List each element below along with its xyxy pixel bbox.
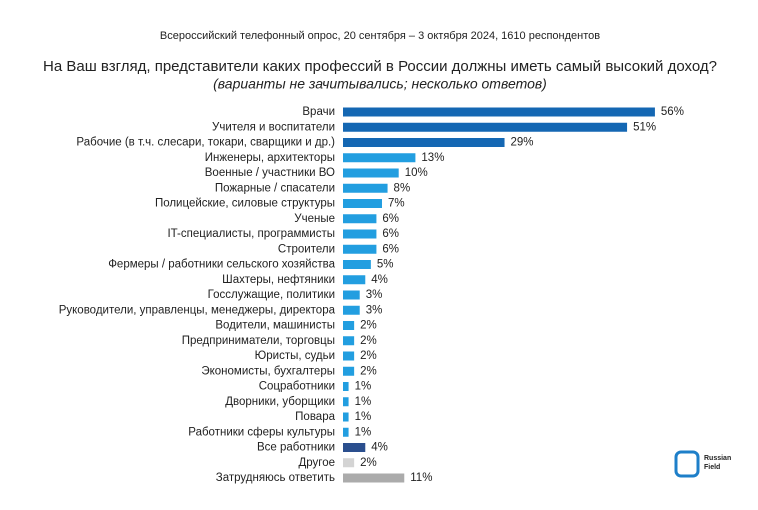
bar	[343, 427, 349, 437]
bar	[343, 153, 416, 163]
chart-subtitle: (варианты не зачитывались; несколько отв…	[213, 76, 547, 92]
value-label: 8%	[394, 182, 411, 194]
category-label: Фермеры / работники сельского хозяйства	[108, 259, 335, 271]
bar	[343, 366, 355, 376]
logo: Russian Field	[674, 450, 731, 478]
category-label: Ученые	[294, 213, 335, 225]
bar	[343, 214, 377, 224]
value-label: 11%	[410, 472, 432, 484]
category-label: Работники сферы культуры	[188, 426, 335, 438]
category-label: Строители	[278, 243, 335, 255]
category-label: Шахтеры, нефтяники	[222, 274, 335, 286]
bar	[343, 107, 655, 117]
value-label: 4%	[371, 442, 388, 454]
bar	[343, 290, 360, 300]
bar	[343, 168, 399, 178]
bar	[343, 122, 628, 132]
value-label: 1%	[355, 381, 372, 393]
category-label: Пожарные / спасатели	[215, 182, 335, 194]
category-label: Затрудняюсь ответить	[216, 472, 335, 484]
value-label: 3%	[366, 289, 383, 301]
value-label: 6%	[382, 243, 399, 255]
bar	[343, 199, 382, 208]
category-label: Повара	[295, 411, 335, 423]
category-label: Водители, машинисты	[215, 320, 335, 332]
value-label: 1%	[355, 426, 372, 438]
category-label: Экономисты, бухгалтеры	[201, 365, 335, 377]
logo-icon	[674, 450, 700, 478]
bar	[343, 138, 505, 147]
bar	[343, 351, 355, 361]
value-label: 2%	[360, 320, 377, 332]
bar	[343, 473, 405, 483]
category-label: Руководители, управленцы, менеджеры, дир…	[59, 304, 336, 316]
value-label: 13%	[421, 152, 444, 164]
bar	[343, 244, 377, 254]
value-label: 7%	[388, 198, 405, 210]
bar	[343, 336, 355, 346]
value-label: 1%	[355, 411, 372, 423]
bar	[343, 443, 366, 452]
bar	[343, 321, 355, 330]
category-label: Рабочие (в т.ч. слесари, токари, сварщик…	[76, 137, 335, 149]
value-label: 5%	[377, 259, 394, 271]
category-label: Учителя и воспитатели	[212, 121, 335, 133]
logo-text: Field	[704, 464, 720, 471]
bar	[343, 260, 371, 269]
category-label: Соцработники	[259, 381, 335, 393]
logo-text: Russian	[704, 455, 731, 462]
category-label: Врачи	[302, 106, 335, 118]
category-label: Все работники	[257, 442, 335, 454]
bar	[343, 412, 349, 422]
value-label: 6%	[382, 213, 399, 225]
bar	[343, 458, 355, 468]
value-label: 10%	[405, 167, 428, 179]
category-label: Госслужащие, политики	[208, 289, 335, 301]
value-label: 29%	[511, 137, 534, 149]
value-label: 2%	[360, 457, 377, 469]
value-label: 3%	[366, 304, 383, 316]
value-label: 2%	[360, 350, 377, 362]
value-label: 56%	[661, 106, 684, 118]
bar	[343, 305, 360, 315]
value-label: 4%	[371, 274, 388, 286]
category-label: Полицейские, силовые структуры	[155, 198, 335, 210]
value-label: 1%	[355, 396, 372, 408]
value-label: 51%	[633, 121, 656, 133]
value-label: 2%	[360, 335, 377, 347]
category-label: Дворники, уборщики	[225, 396, 335, 408]
value-label: 2%	[360, 365, 377, 377]
chart-subtitle-top: Всероссийский телефонный опрос, 20 сентя…	[160, 30, 600, 42]
bar	[343, 183, 388, 193]
bar	[343, 382, 349, 391]
bar	[343, 397, 349, 407]
category-label: Юристы, судьи	[255, 350, 335, 362]
category-label: Военные / участники ВО	[205, 167, 335, 179]
category-label: Другое	[298, 457, 335, 469]
category-label: Инженеры, архитекторы	[205, 152, 335, 164]
category-label: Предприниматели, торговцы	[182, 335, 335, 347]
value-label: 6%	[382, 228, 399, 240]
chart-title: На Ваш взгляд, представители каких профе…	[43, 58, 717, 75]
category-label: IT-специалисты, программисты	[167, 228, 335, 240]
bar	[343, 229, 377, 239]
bar	[343, 275, 366, 285]
